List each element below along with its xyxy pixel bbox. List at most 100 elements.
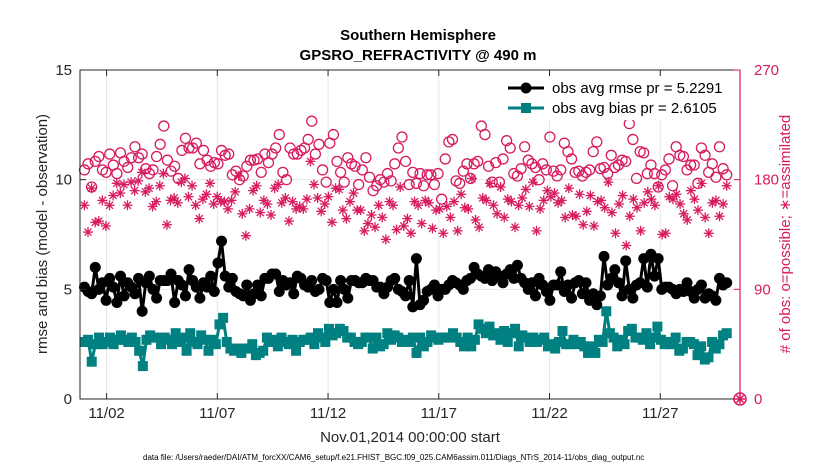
count-assimilated-point-22 [158, 168, 169, 179]
count-assimilated-point-149 [614, 199, 625, 210]
count-possible-point-15 [132, 152, 145, 164]
asterisk-stroke [640, 198, 649, 207]
rmse-point-11 [118, 290, 130, 302]
count-possible-point-109 [472, 155, 484, 168]
count-possible-point-94 [417, 180, 430, 192]
bias-point-161 [666, 339, 677, 350]
bias-point-28 [181, 345, 192, 356]
rmse-point-86 [389, 272, 401, 284]
rmse-point-19 [147, 283, 159, 295]
count-possible-point-161 [659, 164, 672, 176]
asterisk-stroke [267, 211, 276, 219]
bias-point-113 [491, 328, 502, 339]
bias-point-82 [378, 339, 389, 350]
count-assimilated-point-11 [118, 179, 129, 190]
count-possible-point-178 [721, 169, 733, 181]
count-assimilated-point-91 [405, 228, 416, 239]
bias-point-7 [104, 332, 115, 343]
bias-point-53 [272, 341, 283, 352]
bias-point-90 [407, 332, 418, 343]
count-possible-point-166 [677, 150, 690, 163]
x-tick-label-2: 11/12 [310, 405, 346, 422]
asterisk-stroke [633, 203, 642, 212]
count-possible-point-71 [334, 166, 347, 179]
count-assimilated-point-13 [126, 177, 137, 188]
count-assimilated-point-45 [240, 230, 251, 241]
count-assimilated-point-46 [244, 203, 255, 214]
y-left-tick-label-2: 10 [55, 172, 72, 189]
count-possible-point-123 [522, 154, 534, 166]
rmse-point-142 [591, 299, 603, 311]
count-assimilated-point-147 [606, 207, 617, 218]
legend-entry-rmse: obs avg rmse pr = 5.2291 [508, 80, 723, 97]
count-assimilated-point-29 [183, 191, 194, 202]
rmse-point-63 [306, 275, 318, 287]
count-assimilated-point-74 [344, 196, 355, 207]
count-assimilated-point-14 [129, 185, 140, 196]
count-possible-point-144 [598, 161, 610, 174]
x-tick-label-1: 11/07 [199, 405, 235, 422]
count-assimilated-point-99 [434, 203, 445, 214]
asterisk-stroke [575, 190, 584, 199]
asterisk-stroke [223, 204, 232, 213]
count-assimilated-point-142 [588, 220, 599, 231]
count-assimilated-point-122 [517, 192, 528, 203]
count-assimilated-point-9 [111, 178, 122, 189]
rmse-point-152 [627, 292, 639, 304]
count-assimilated-point-44 [237, 208, 248, 219]
legend: obs avg rmse pr = 5.2291 obs avg bias pr… [500, 76, 736, 120]
asterisk-stroke [378, 213, 387, 222]
asterisk-stroke [485, 179, 494, 188]
rmse-point-125 [529, 290, 541, 302]
count-possible-point-59 [291, 148, 303, 160]
asterisk-stroke [582, 207, 591, 216]
bias-point-29 [185, 328, 196, 339]
count-possible-point-99 [436, 193, 448, 205]
x-tick-labels: 11/02 11/07 11/12 11/17 11/22 11/27 [88, 405, 678, 422]
rmse-point-35 [205, 270, 217, 282]
asterisk-stroke [263, 200, 272, 209]
y-left-tick-label-3: 15 [55, 62, 72, 79]
asterisk-stroke [220, 197, 229, 206]
bias-point-106 [466, 341, 477, 352]
count-possible-point-106 [461, 158, 473, 170]
count-possible-point-79 [363, 171, 376, 183]
asterisk-stroke [191, 201, 200, 210]
rmse-point-3 [89, 261, 101, 273]
count-assimilated-point-7 [104, 200, 115, 211]
count-assimilated-point-170 [689, 194, 700, 205]
count-assimilated-point-134 [560, 212, 571, 223]
asterisk-stroke [162, 220, 171, 229]
count-assimilated-point-55 [276, 197, 287, 208]
asterisk-stroke [392, 225, 401, 234]
rmse-point-36 [208, 286, 220, 298]
count-assimilated-point-133 [556, 195, 567, 206]
count-possible-point-126 [533, 174, 545, 186]
count-assimilated-point-89 [398, 220, 409, 231]
count-possible-point-55 [277, 166, 289, 179]
asterisk-stroke [697, 179, 706, 188]
count-assimilated-point-165 [671, 189, 682, 200]
plot-area [78, 69, 747, 406]
bias-point-155 [645, 339, 656, 350]
rmse-point-178 [721, 277, 733, 289]
bias-point-67 [323, 323, 334, 334]
count-possible-point-32 [194, 158, 206, 170]
rmse-point-148 [612, 277, 624, 289]
bias-point-116 [502, 336, 513, 347]
count-possible-point-78 [360, 152, 372, 164]
bias-point-164 [677, 343, 688, 354]
asterisk-stroke [679, 209, 688, 218]
y-right-tick-label-3: 270 [754, 62, 779, 79]
count-assimilated-point-43 [233, 171, 244, 182]
count-assimilated-point-5 [97, 195, 108, 206]
asterisk-stroke [686, 186, 695, 195]
asterisk-stroke [148, 202, 157, 211]
count-assimilated-point-125 [527, 177, 538, 188]
asterisk-stroke [615, 200, 624, 209]
asterisk-stroke [198, 195, 207, 204]
rmse-point-41 [226, 272, 238, 284]
asterisk-stroke [421, 196, 430, 205]
x-tick-label-3: 11/17 [421, 405, 457, 422]
count-possible-point-125 [529, 161, 542, 174]
